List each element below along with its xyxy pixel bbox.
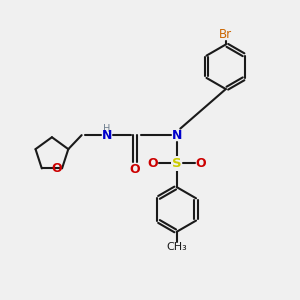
- Text: CH₃: CH₃: [167, 242, 187, 252]
- Text: O: O: [51, 162, 62, 175]
- Text: N: N: [102, 129, 112, 142]
- Text: N: N: [172, 129, 182, 142]
- Text: H: H: [103, 124, 111, 134]
- Text: O: O: [130, 163, 140, 176]
- Text: O: O: [148, 157, 158, 170]
- Text: O: O: [195, 157, 206, 170]
- Text: Br: Br: [219, 28, 232, 41]
- Text: S: S: [172, 157, 182, 170]
